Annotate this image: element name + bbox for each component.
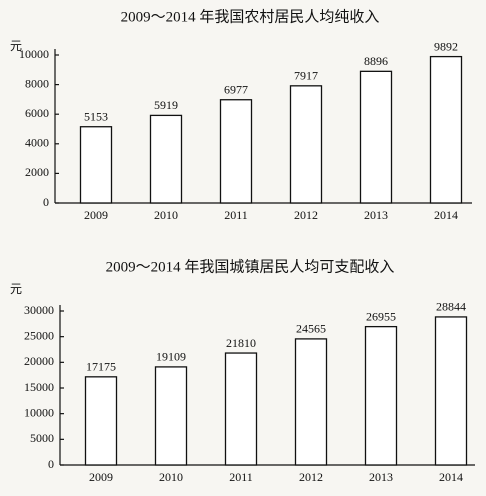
data-label: 26955 [366,309,396,323]
x-tick-label: 2009 [89,470,113,484]
data-label: 5153 [84,109,108,123]
y-tick-label: 4000 [25,136,49,150]
x-tick-label: 2009 [84,208,108,222]
y-tick-label: 5000 [30,431,54,445]
x-tick-label: 2013 [369,470,393,484]
bar [429,55,463,204]
x-tick-label: 2014 [434,208,458,222]
data-label: 9892 [434,39,458,53]
data-label: 21810 [226,336,256,350]
x-tick-label: 2010 [159,470,183,484]
bar [149,114,183,204]
data-label: 6977 [224,82,248,96]
data-label: 24565 [296,322,326,336]
x-tick-label: 2011 [229,470,253,484]
x-tick-label: 2012 [299,470,323,484]
bar [359,70,393,204]
bar [84,376,118,466]
y-tick-label: 0 [48,457,54,471]
y-tick-label: 10000 [19,47,49,61]
x-tick-label: 2014 [439,470,463,484]
chart-title: 2009～2014 年我国农村居民人均纯收入 [121,8,380,25]
y-tick-label: 6000 [25,106,49,120]
data-label: 19109 [156,350,186,364]
bar [224,352,258,466]
y-tick-label: 30000 [24,303,54,317]
y-tick-label: 8000 [25,76,49,90]
y-tick-label: 20000 [24,354,54,368]
y-tick-label: 10000 [24,405,54,419]
bar [364,325,398,466]
y-tick-label: 2000 [25,165,49,179]
y-tick-label: 0 [43,195,49,209]
y-axis-label: 元 [10,39,22,53]
bar [294,338,328,466]
bar [79,126,113,204]
y-axis-label: 元 [10,282,22,296]
bar [434,316,468,466]
bar [219,99,253,204]
bar [289,85,323,204]
data-label: 28844 [436,300,466,314]
data-label: 5919 [154,98,178,112]
x-tick-label: 2012 [294,208,318,222]
data-label: 8896 [364,54,388,68]
chart-title: 2009～2014 年我国城镇居民人均可支配收入 [106,258,395,275]
y-tick-label: 15000 [24,380,54,394]
data-label: 7917 [294,69,318,83]
x-tick-label: 2013 [364,208,388,222]
data-label: 17175 [86,360,116,374]
x-tick-label: 2011 [224,208,248,222]
y-tick-label: 25000 [24,328,54,342]
bar [154,366,188,466]
x-tick-label: 2010 [154,208,178,222]
